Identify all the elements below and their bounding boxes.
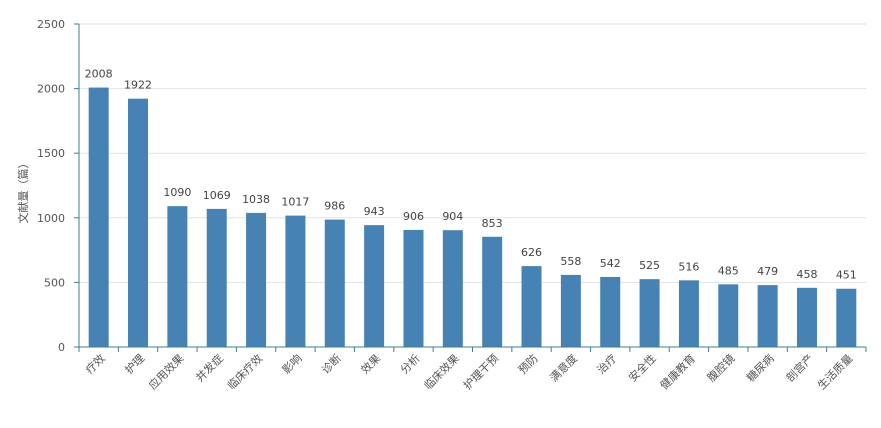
y-tick-label: 1000 [37, 212, 65, 225]
data-label: 451 [836, 269, 857, 282]
data-label: 1038 [242, 193, 270, 206]
data-label: 1069 [203, 189, 231, 202]
x-tick-label: 安全性 [625, 351, 658, 384]
y-tick-label: 2000 [37, 83, 65, 96]
x-tick-label: 临床疗效 [224, 351, 265, 392]
x-tick-label: 临床效果 [421, 351, 462, 392]
x-tick-label: 生活质量 [814, 351, 855, 392]
bar[interactable] [757, 285, 778, 347]
y-axis-label: 文献量（篇） [16, 158, 30, 224]
x-tick-label: 腹腔镜 [704, 351, 737, 384]
bar[interactable] [639, 279, 660, 347]
data-label: 1017 [281, 196, 309, 209]
bar[interactable] [206, 208, 227, 347]
bar[interactable] [678, 280, 699, 347]
x-tick-label: 满意度 [547, 351, 580, 384]
x-tick-label: 糖尿病 [744, 351, 777, 384]
x-tick-label: 效果 [358, 351, 383, 376]
bar[interactable] [521, 266, 542, 347]
y-tick-label: 2500 [37, 18, 65, 31]
y-tick-label: 1500 [37, 147, 65, 160]
x-tick-label: 健康教育 [657, 351, 698, 392]
data-label: 904 [442, 210, 463, 223]
y-axis-ticks: 0 500 1000 1500 2000 2500 [37, 18, 79, 354]
data-label: 986 [324, 200, 345, 213]
x-tick-label: 剖宫产 [783, 351, 816, 384]
data-label: 626 [521, 246, 542, 259]
data-labels: 2008 1922 1090 1069 1038 1017 986 943 906 904 853 6… [85, 68, 857, 282]
x-tick-label: 应用效果 [145, 351, 186, 392]
data-label: 485 [718, 264, 739, 277]
data-label: 479 [757, 265, 778, 278]
bar[interactable] [128, 98, 149, 347]
x-tick-label: 预防 [515, 351, 540, 376]
x-tick-label: 护理干预 [460, 351, 501, 392]
x-tick-label: 护理 [122, 351, 147, 376]
bar[interactable] [796, 287, 817, 347]
data-label: 906 [403, 210, 424, 223]
bar[interactable] [482, 236, 503, 347]
data-label: 458 [796, 268, 817, 281]
data-label: 943 [364, 205, 385, 218]
data-label: 1922 [124, 79, 152, 92]
x-tick-label: 治疗 [594, 351, 619, 376]
x-tick-label: 并发症 [193, 351, 226, 384]
x-tick-label: 疗效 [82, 351, 107, 376]
data-label: 542 [600, 257, 621, 270]
bar[interactable] [246, 212, 267, 347]
y-tick-label: 500 [44, 276, 65, 289]
bar[interactable] [403, 229, 424, 347]
data-label: 1090 [163, 186, 191, 199]
x-tick-label: 影响 [280, 352, 305, 377]
x-axis-ticks: 疗效 护理 应用效果 并发症 临床疗效 影响 诊断 效果 分析 临床效果 护理干预 预防 满意度 治疗 安全… [78, 347, 867, 392]
bar[interactable] [836, 288, 857, 347]
data-label: 558 [560, 255, 581, 268]
bar[interactable] [600, 276, 621, 347]
data-label: 853 [482, 217, 503, 230]
data-label: 516 [678, 260, 699, 273]
bars [88, 87, 857, 347]
bar[interactable] [285, 215, 306, 347]
y-tick-label: 0 [58, 341, 65, 354]
bar[interactable] [442, 230, 463, 347]
bar[interactable] [364, 225, 385, 347]
bar[interactable] [718, 284, 739, 347]
bar[interactable] [324, 219, 345, 347]
x-tick-label: 分析 [397, 351, 422, 376]
bar[interactable] [167, 206, 188, 347]
bar[interactable] [560, 274, 581, 347]
bar[interactable] [88, 87, 109, 347]
grid-lines [79, 23, 866, 283]
x-tick-label: 诊断 [318, 351, 343, 376]
data-label: 2008 [85, 68, 113, 81]
data-label: 525 [639, 259, 660, 272]
